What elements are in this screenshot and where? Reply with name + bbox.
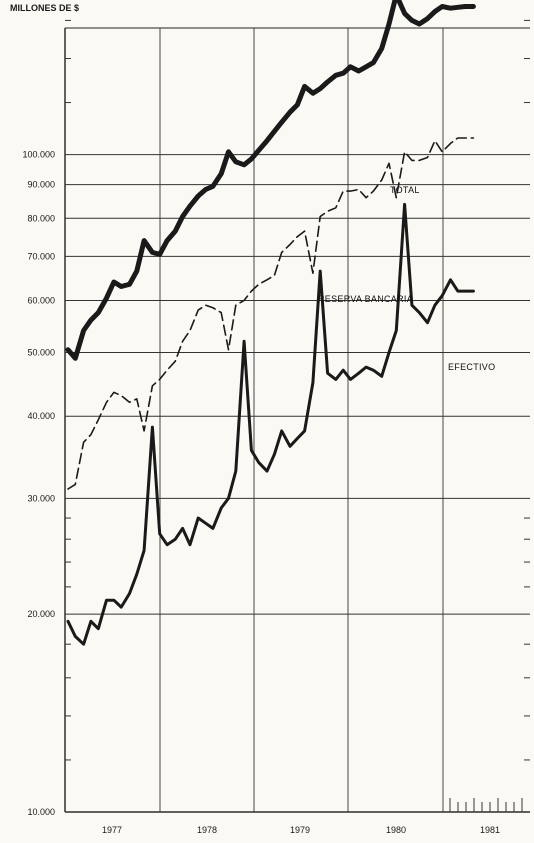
plot-frame [64,27,530,813]
y-tick-label: 30.000 [27,493,55,503]
annotation-total: TOTAL [390,185,420,195]
y-tick-label: 100.000 [22,150,55,160]
y-tick-label: 50.000 [27,347,55,357]
x-tick-label: 1979 [290,825,310,835]
series-line-total [65,0,476,361]
x-tick-label: 1978 [197,825,217,835]
y-tick-label: 90.000 [27,180,55,190]
x-axis: 1977 1978 1979 1980 1981 [102,798,523,835]
series-lines [65,0,476,646]
y-unit-label: MILLONES DE $ [10,3,79,13]
y-tick-label: 20.000 [27,609,55,619]
grid [65,28,530,813]
y-tick-label: 60.000 [27,295,55,305]
y-axis: 10.000 20.000 30.000 40.000 50.000 60.000 70.0… [22,19,530,817]
y-tick-label: 70.000 [27,251,55,261]
x-tick-label: 1981 [480,825,500,835]
y-tick-label: 40.000 [27,411,55,421]
series-line-efectivo [66,202,475,646]
series-annotations: TOTAL RESERVA BANCARIA EFECTIVO [318,185,495,372]
annotation-reserva-bancaria: RESERVA BANCARIA [318,294,413,304]
x-tick-label: 1977 [102,825,122,835]
y-tick-label: 80.000 [27,213,55,223]
series-line-reserva-bancaria [67,137,475,490]
annotation-efectivo: EFECTIVO [448,362,495,372]
x-tick-label: 1980 [386,825,406,835]
y-tick-label: 10.000 [27,807,55,817]
